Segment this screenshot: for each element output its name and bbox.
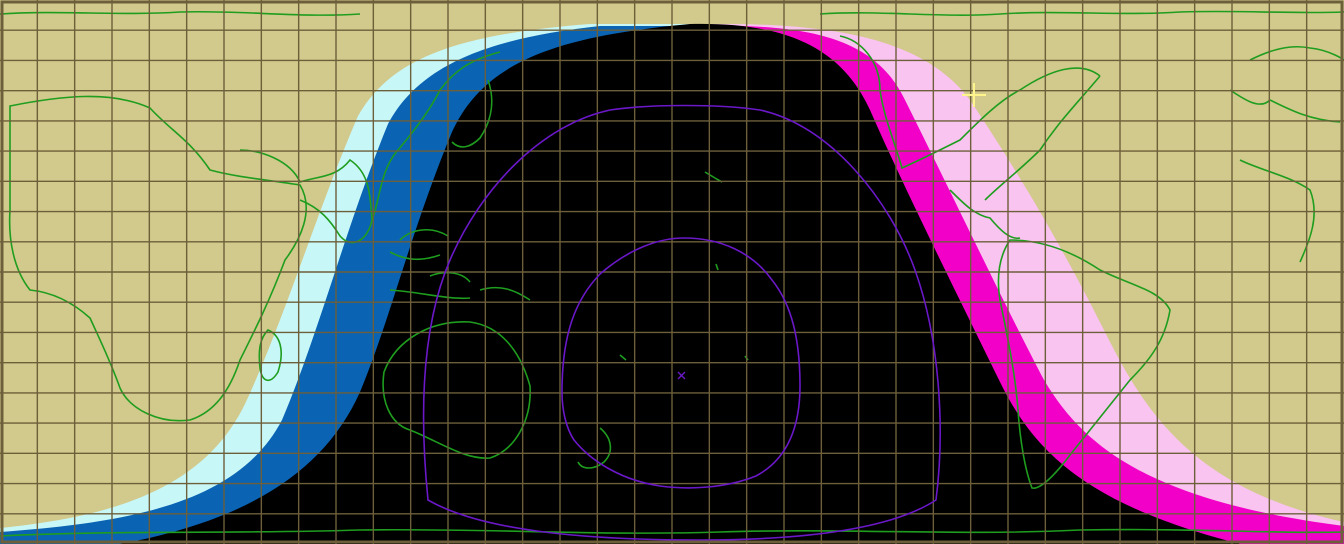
- coastline-africa: [8, 95, 308, 422]
- coastlines: [0, 10, 1344, 537]
- coastline-south-asia: [239, 149, 373, 244]
- subsolar-point-marker[interactable]: [677, 371, 686, 380]
- observer-location-marker[interactable]: [962, 83, 986, 107]
- coastline-antarctica: [0, 528, 1344, 537]
- coastline-japan: [451, 79, 493, 148]
- coastline-arctic: [0, 10, 1344, 16]
- coastline-central-america: [949, 189, 1021, 240]
- coastline-new-zealand: [577, 427, 612, 469]
- visibility-contour-outer: [422, 104, 941, 541]
- night-region: [120, 23, 1240, 544]
- visibility-contour-inner: [561, 237, 801, 489]
- x-icon: [677, 371, 686, 380]
- coastline-madagascar: [258, 329, 282, 381]
- coastline-pacific-islands: [619, 171, 749, 361]
- coastline-east-asia: [371, 51, 501, 261]
